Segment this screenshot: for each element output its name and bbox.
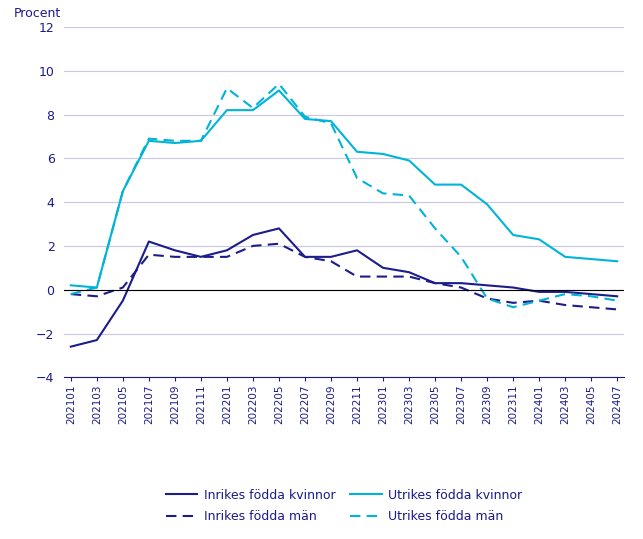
Legend: Inrikes födda kvinnor, Inrikes födda män, Utrikes födda kvinnor, Utrikes födda m: Inrikes födda kvinnor, Inrikes födda män… bbox=[166, 489, 522, 523]
Text: Procent: Procent bbox=[14, 7, 61, 20]
